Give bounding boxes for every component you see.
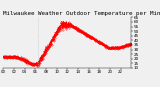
Text: Milwaukee Weather Outdoor Temperature per Minute (Last 24 Hours): Milwaukee Weather Outdoor Temperature pe… [3,11,160,16]
